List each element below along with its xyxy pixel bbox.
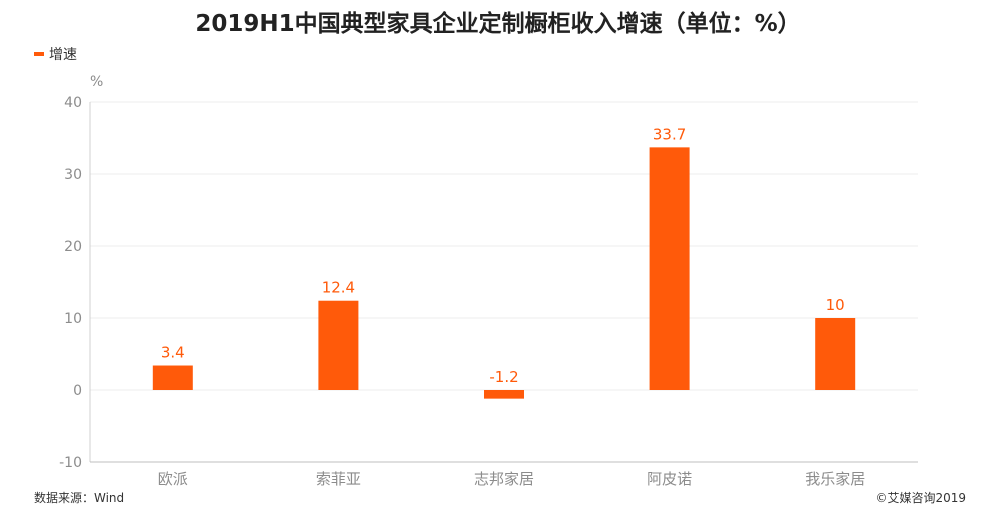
legend: 增速 — [34, 44, 77, 64]
legend-label: 增速 — [49, 47, 77, 63]
category-label: 欧派 — [158, 470, 188, 488]
data-labels: 3.4 12.4 -1.2 33.7 10 — [161, 125, 845, 386]
y-tick-label: 40 — [64, 95, 82, 111]
y-axis-label: % — [90, 74, 103, 90]
bar — [318, 300, 359, 390]
data-label: 3.4 — [161, 344, 185, 362]
y-tick-label: 0 — [73, 383, 82, 399]
gridlines — [90, 101, 918, 391]
source-note: 数据来源：Wind — [34, 491, 125, 505]
legend-swatch — [34, 52, 44, 56]
y-tick-label: 30 — [64, 167, 82, 183]
data-label: 10 — [826, 296, 845, 314]
category-label: 志邦家居 — [474, 470, 534, 488]
bar — [152, 365, 193, 390]
category-label: 我乐家居 — [805, 470, 865, 488]
data-label: -1.2 — [489, 368, 518, 386]
y-tick-label: 20 — [64, 239, 82, 255]
bar — [484, 390, 524, 399]
y-tick-label: -10 — [59, 455, 82, 471]
copyright-note: ©艾媒咨询2019 — [875, 491, 966, 505]
category-label: 阿皮诺 — [647, 470, 692, 488]
y-tick-label: 10 — [64, 311, 82, 327]
y-axis-ticks: -10 0 10 20 30 40 — [59, 95, 82, 471]
bar — [649, 147, 690, 390]
chart-title: 2019H1中国典型家具企业定制橱柜收入增速（单位：%） — [195, 11, 801, 37]
bars — [152, 147, 856, 399]
category-labels: 欧派 索菲亚 志邦家居 阿皮诺 我乐家居 — [158, 470, 865, 488]
bar — [815, 318, 856, 390]
data-label: 12.4 — [322, 279, 355, 297]
category-label: 索菲亚 — [316, 470, 361, 488]
data-label: 33.7 — [653, 125, 686, 143]
